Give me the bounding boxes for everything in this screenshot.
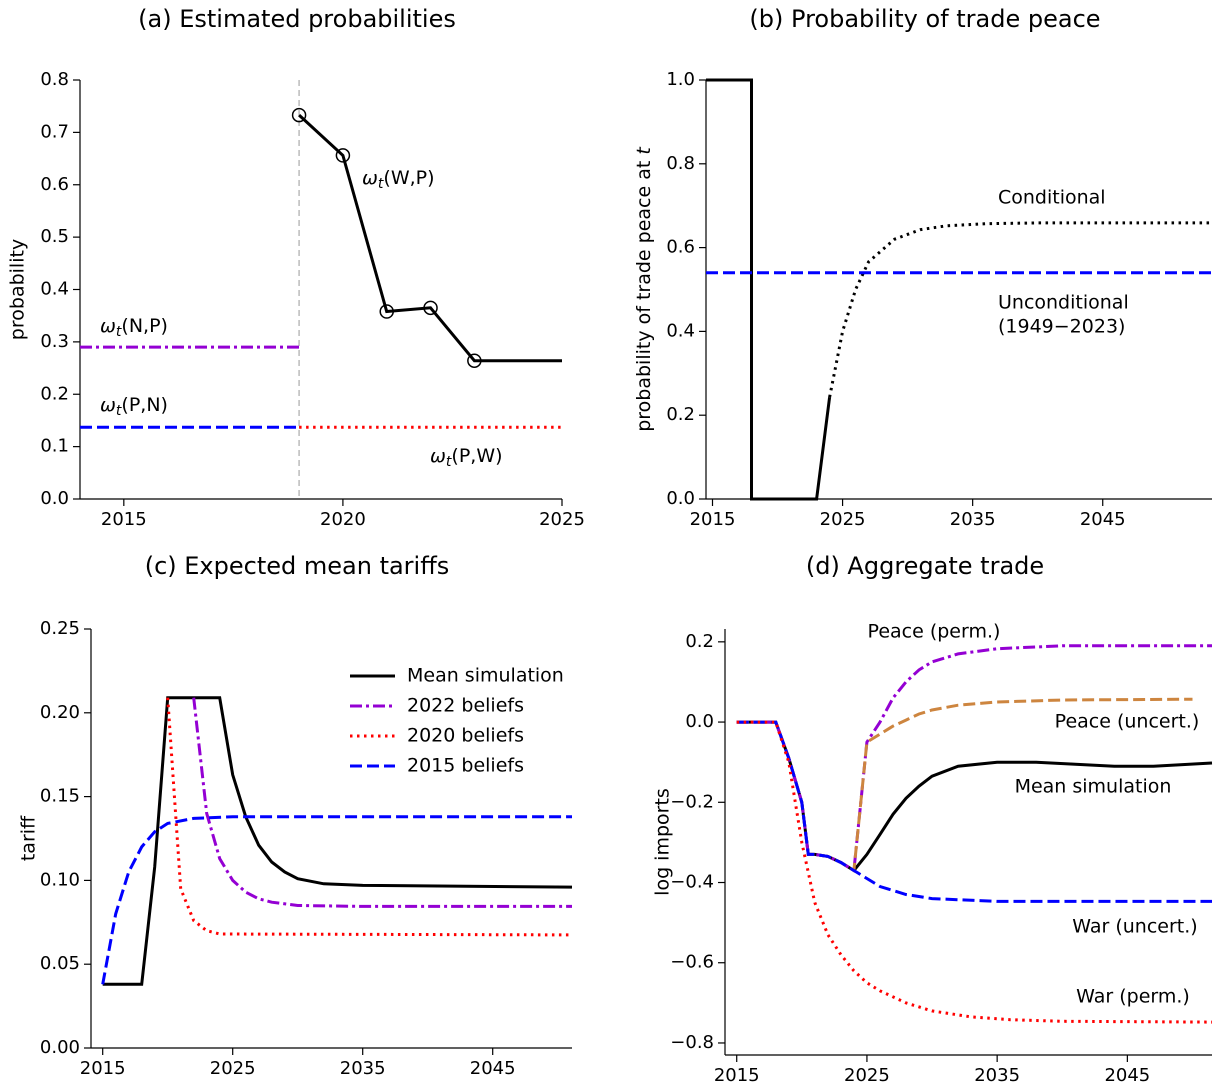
x-tick-label: 2025 xyxy=(539,509,585,530)
chart-title: (c) Expected mean tariffs xyxy=(145,552,450,580)
y-axis-label: tariff xyxy=(18,815,40,861)
y-tick-label: −0.6 xyxy=(670,952,714,973)
y-tick-label: −0.4 xyxy=(670,872,714,893)
chart-title: (d) Aggregate trade xyxy=(806,552,1044,580)
annotation: ωt(N,P) xyxy=(100,315,168,341)
annotation-args: (N,P) xyxy=(121,315,168,337)
annotation-args: (P,N) xyxy=(121,394,168,416)
series-line xyxy=(298,113,562,363)
y-tick-label: 0.20 xyxy=(40,702,80,723)
annotation-symbol: ω xyxy=(100,394,116,416)
y-tick-label: 0.6 xyxy=(666,237,695,258)
legend-label: 2015 beliefs xyxy=(407,755,524,777)
annotation: ωt(W,P) xyxy=(362,167,435,193)
y-tick-label: 0.25 xyxy=(40,618,80,639)
annotation: Unconditional xyxy=(998,292,1129,314)
point-marker xyxy=(423,300,438,316)
y-tick-label: −0.8 xyxy=(670,1032,714,1053)
y-axis-label: probability of trade peace at t xyxy=(633,146,655,432)
annotation-symbol: ω xyxy=(430,445,446,467)
annotation: Conditional xyxy=(998,187,1106,209)
x-tick-label: 2015 xyxy=(80,1058,126,1079)
annotation-symbol: ω xyxy=(100,315,116,337)
y-tick-label: −0.2 xyxy=(670,791,714,812)
panel: (d) Aggregate trade log imports −0.8 −0.6 −0… xyxy=(652,552,1213,1082)
annotation-subscript: t xyxy=(378,176,384,192)
legend-label: 2022 beliefs xyxy=(407,695,524,717)
y-tick-label: 0.0 xyxy=(40,488,69,509)
panel: (c) Expected mean tariffs tariff 0.00 0.05 0… xyxy=(18,552,573,1079)
chart-title: (a) Estimated probabilities xyxy=(138,5,456,33)
annotation: ωt(P,W) xyxy=(430,445,503,471)
series-label: Peace (perm.) xyxy=(868,621,1001,643)
y-axis-label-text: probability of trade peace at xyxy=(633,161,655,432)
annotation-args: (W,P) xyxy=(383,167,434,189)
annotation-subscript: t xyxy=(116,324,122,340)
series-line xyxy=(736,644,1212,874)
x-tick-label: 2035 xyxy=(974,1065,1020,1082)
y-tick-label: 0.3 xyxy=(40,331,69,352)
series-label: War (perm.) xyxy=(1076,986,1190,1008)
legend-label: Mean simulation xyxy=(407,665,564,687)
x-tick-label: 2015 xyxy=(690,509,736,530)
y-tick-label: 0.4 xyxy=(666,320,695,341)
x-tick-label: 2035 xyxy=(340,1058,386,1079)
series-label: Mean simulation xyxy=(1015,776,1172,798)
x-tick-label: 2015 xyxy=(714,1065,760,1082)
y-tick-label: 0.05 xyxy=(40,953,80,974)
chart-title: (b) Probability of trade peace xyxy=(749,5,1100,33)
x-tick-label: 2015 xyxy=(101,509,147,530)
series-line xyxy=(736,720,1212,903)
y-tick-label: 0.0 xyxy=(666,488,695,509)
y-tick-label: 0.2 xyxy=(685,631,714,652)
annotation-args: (P,W) xyxy=(451,445,502,467)
point-marker xyxy=(335,148,351,163)
x-tick-label: 2025 xyxy=(844,1065,890,1082)
annotation: (1949−2023) xyxy=(998,316,1125,338)
x-tick-label: 2025 xyxy=(820,509,866,530)
y-tick-label: 0.0 xyxy=(685,711,714,732)
x-tick-label: 2020 xyxy=(320,509,366,530)
y-tick-label: 0.00 xyxy=(40,1037,80,1058)
series-line xyxy=(102,696,573,986)
x-tick-label: 2045 xyxy=(1104,1065,1150,1082)
y-tick-label: 0.5 xyxy=(40,226,69,247)
series-line xyxy=(706,78,832,501)
point-marker xyxy=(291,107,307,123)
y-tick-label: 0.8 xyxy=(666,153,695,174)
annotation-subscript: t xyxy=(446,454,452,470)
panel: (a) Estimated probabilities probability 0.… xyxy=(7,5,585,530)
y-tick-label: 0.8 xyxy=(40,69,69,90)
y-tick-label: 0.6 xyxy=(40,174,69,195)
annotation-subscript: t xyxy=(116,403,122,419)
annotation-symbol: ω xyxy=(362,167,378,189)
x-tick-label: 2045 xyxy=(470,1058,516,1079)
series-label: War (uncert.) xyxy=(1072,916,1197,938)
point-marker xyxy=(467,353,482,368)
y-tick-label: 0.2 xyxy=(40,383,69,404)
y-axis-label-variable: t xyxy=(633,146,655,155)
y-axis-label: probability xyxy=(7,239,29,340)
x-tick-label: 2025 xyxy=(210,1058,256,1079)
x-tick-label: 2035 xyxy=(950,509,996,530)
series-line xyxy=(192,697,572,908)
x-tick-label: 2045 xyxy=(1080,509,1126,530)
y-tick-label: 0.4 xyxy=(40,279,69,300)
point-marker xyxy=(379,304,394,319)
annotation: ωt(P,N) xyxy=(100,394,168,420)
y-tick-label: 1.0 xyxy=(666,69,695,90)
legend-label: 2020 beliefs xyxy=(407,725,524,747)
series-line xyxy=(828,221,1212,398)
series-line xyxy=(101,815,572,985)
y-tick-label: 0.10 xyxy=(40,869,80,890)
y-axis-label: log imports xyxy=(652,788,674,896)
y-tick-label: 0.15 xyxy=(40,786,80,807)
y-tick-label: 0.1 xyxy=(40,436,69,457)
series-label: Peace (uncert.) xyxy=(1055,711,1200,733)
y-tick-label: 0.7 xyxy=(40,121,69,142)
y-tick-label: 0.2 xyxy=(666,404,695,425)
panel: (b) Probability of trade peace probabilit… xyxy=(633,5,1212,530)
